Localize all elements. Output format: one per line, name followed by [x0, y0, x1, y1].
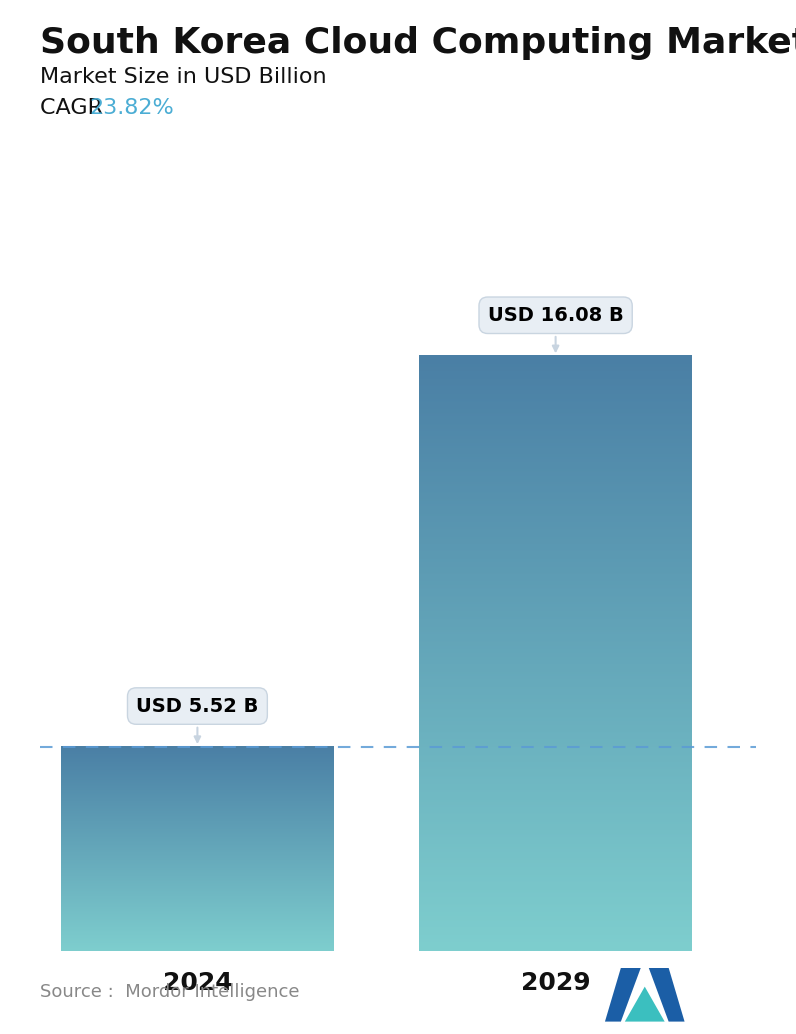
Text: CAGR: CAGR	[40, 98, 110, 118]
Text: USD 16.08 B: USD 16.08 B	[488, 306, 623, 352]
Polygon shape	[649, 968, 685, 1022]
Text: Market Size in USD Billion: Market Size in USD Billion	[40, 67, 326, 87]
Text: 23.82%: 23.82%	[89, 98, 174, 118]
Text: Source :  Mordor Intelligence: Source : Mordor Intelligence	[40, 983, 299, 1001]
Text: USD 5.52 B: USD 5.52 B	[136, 697, 259, 742]
Polygon shape	[625, 986, 665, 1022]
Text: South Korea Cloud Computing Market: South Korea Cloud Computing Market	[40, 26, 796, 60]
Polygon shape	[605, 968, 641, 1022]
